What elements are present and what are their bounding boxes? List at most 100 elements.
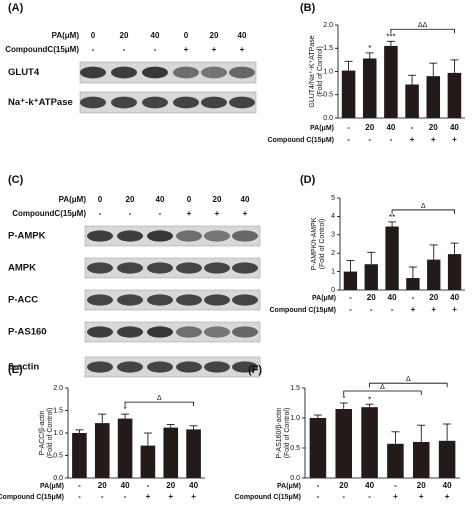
x-tick-label: - [349, 305, 352, 314]
x-tick-label: + [419, 492, 424, 501]
blot-band [201, 66, 227, 79]
y-tick-label: 0.5 [290, 445, 300, 452]
bracket [390, 28, 455, 34]
bar [405, 84, 419, 118]
blot-band [80, 96, 106, 109]
lane-label: 40 [156, 195, 165, 204]
blot-band [229, 66, 255, 79]
x-tick-label: - [390, 135, 393, 144]
blot-band [87, 326, 113, 338]
lane-label: 20 [120, 31, 129, 40]
blot-band [147, 262, 173, 274]
x-tick-label: + [445, 492, 450, 501]
x-tick-label: 20 [429, 293, 438, 302]
blot-band [176, 294, 202, 306]
lane-label: 40 [151, 31, 160, 40]
y-tick-label: 3 [331, 232, 335, 239]
bracket-label: Δ [157, 395, 162, 402]
x-tick-label: 40 [386, 123, 395, 132]
bracket-label: Δ [421, 203, 426, 210]
significance-star: *** [386, 32, 395, 41]
significance-star: * [124, 405, 127, 414]
lane-label: - [129, 209, 132, 218]
band-label: β-actin [8, 362, 39, 373]
x-tick-label: - [368, 492, 371, 501]
x-tick-label: + [146, 492, 151, 501]
bracket [124, 401, 194, 407]
row-label: CompoundC(15μM) [12, 209, 86, 218]
bracket-label: ΔΔ [418, 22, 428, 29]
lane-label: 0 [184, 31, 189, 40]
band-label: P-AS160 [8, 327, 47, 338]
x-tick-label: - [317, 492, 320, 501]
bracket-label: Δ [380, 384, 385, 391]
lane-label: 0 [98, 195, 103, 204]
row-label: CompoundC(15μM) [5, 45, 79, 54]
x-tick-label: - [347, 123, 350, 132]
bar [140, 445, 156, 478]
panel-label: (D) [300, 174, 316, 186]
bar [343, 271, 358, 290]
bar [309, 418, 327, 478]
bar [341, 70, 356, 118]
y-tick-label: 1.5 [290, 385, 300, 392]
lane-label: 40 [241, 195, 250, 204]
row-label: PA(μM) [59, 195, 87, 204]
y-axis-label: (Fold of Control) [319, 219, 326, 270]
blot-band [204, 230, 230, 242]
x-tick-label: - [411, 123, 414, 132]
y-tick-label: 0.5 [323, 92, 333, 99]
row-label: PA(μM) [52, 31, 80, 40]
y-axis-label: (Fold of Control) [317, 46, 324, 97]
bar [427, 259, 441, 290]
x-tick-label: 40 [450, 293, 459, 302]
blot-band [232, 294, 258, 306]
lane-label: + [212, 45, 217, 54]
band-label: AMPK [8, 263, 36, 274]
blot-band [232, 230, 258, 242]
x-tick-label: - [347, 135, 350, 144]
y-axis-label: P-ACC/β-actin [39, 410, 46, 455]
y-tick-label: 5 [331, 195, 335, 202]
blot-band [87, 361, 113, 373]
bar [387, 443, 404, 478]
x-row-label: PA(μM) [40, 483, 64, 490]
significance-star: * [368, 395, 371, 404]
blot-band [204, 326, 230, 338]
significance-star: * [368, 44, 371, 53]
bar [438, 440, 456, 478]
x-tick-label: + [411, 305, 416, 314]
x-tick-label: + [431, 135, 436, 144]
y-tick-label: 0.5 [53, 452, 63, 459]
blot-band [117, 361, 143, 373]
y-tick-label: 2.0 [53, 385, 63, 392]
x-tick-label: 20 [339, 481, 348, 490]
blot-band [147, 326, 173, 338]
x-tick-label: - [147, 481, 150, 490]
significance-star: ** [389, 213, 395, 222]
blot-band [80, 66, 106, 79]
x-tick-label: - [394, 481, 397, 490]
blot-band [111, 96, 137, 109]
x-tick-label: 20 [367, 293, 376, 302]
blot-band [111, 66, 137, 79]
x-row-label: PA(μM) [312, 295, 336, 302]
blot-band [142, 66, 168, 79]
x-tick-label: 40 [450, 123, 459, 132]
x-tick-label: - [78, 492, 81, 501]
blot-band [229, 96, 255, 109]
x-row-label: PA(μM) [277, 483, 301, 490]
blot-band [232, 326, 258, 338]
panel-label: (E) [8, 364, 23, 376]
x-tick-label: 20 [417, 481, 426, 490]
x-tick-label: - [412, 293, 415, 302]
y-axis-label: GLUT4/Na⁺-K⁺ATPase [309, 35, 316, 107]
x-tick-label: - [317, 481, 320, 490]
bar [361, 407, 378, 478]
blot-band [201, 96, 227, 109]
lane-label: + [184, 45, 189, 54]
blot-band [204, 294, 230, 306]
blot-band [147, 361, 173, 373]
x-tick-label: 40 [365, 481, 374, 490]
x-tick-label: - [101, 492, 104, 501]
